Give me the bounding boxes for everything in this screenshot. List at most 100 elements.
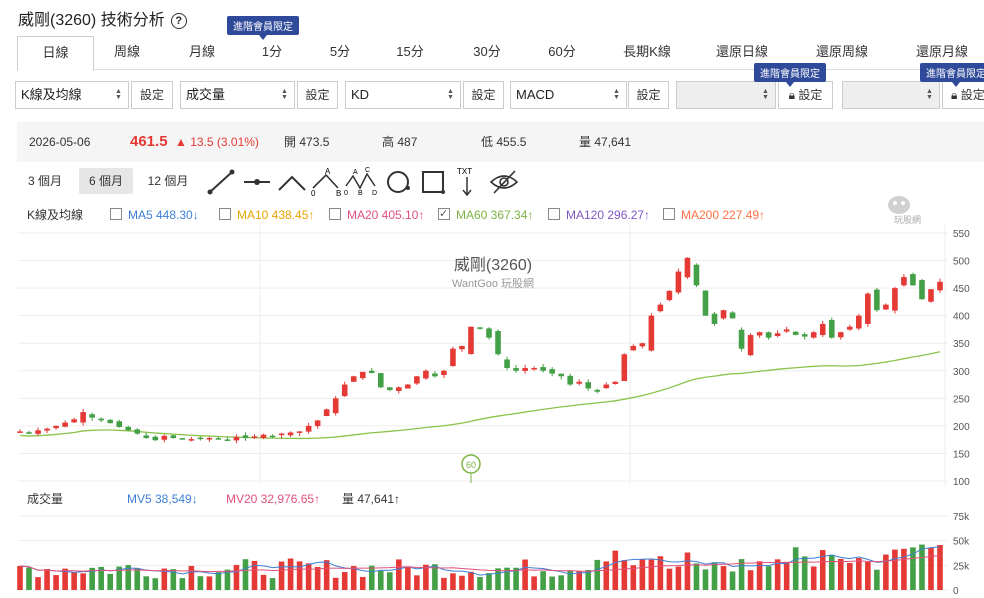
hide-drawings-icon[interactable] <box>488 166 520 198</box>
kd-select[interactable]: KD ▲ ▼ <box>345 81 461 109</box>
tab-long-term[interactable]: 長期K線 <box>623 44 671 59</box>
volume-bar <box>837 558 844 590</box>
candle-body <box>594 389 601 392</box>
volume-bar <box>540 571 546 590</box>
checkbox-icon <box>219 208 231 220</box>
range-6m[interactable]: 6 個月 <box>79 168 133 194</box>
volume-bar <box>332 577 339 590</box>
candle-body <box>287 432 294 436</box>
volume-bar <box>720 566 727 590</box>
high-label: 高 <box>382 135 395 149</box>
candle-body <box>468 326 474 355</box>
volume-tick-label: 50k <box>953 537 970 548</box>
select-value: 成交量 <box>186 87 226 102</box>
volume-bar <box>405 566 411 590</box>
abcd-wave-tool-icon[interactable]: A C 0 B D <box>343 166 379 198</box>
abc-wave-tool-icon[interactable]: A0 B <box>310 166 346 198</box>
volume-bar <box>756 561 763 590</box>
ma10-toggle[interactable]: MA10 438.45↑ <box>219 207 314 223</box>
tab-weekly[interactable]: 周線 <box>113 44 140 59</box>
candle-body <box>585 382 592 389</box>
horizontal-line-tool-icon[interactable] <box>241 166 273 198</box>
ma60-polyline <box>19 351 941 440</box>
volume-bar <box>44 569 50 590</box>
page-title: 威剛(3260) 技術分析? <box>18 6 187 30</box>
select-arrows-icon: ▲ ▼ <box>762 88 769 101</box>
lock-icon: 🔒︎ <box>951 88 958 102</box>
range-12m[interactable]: 12 個月 <box>147 174 189 188</box>
ma60-toggle[interactable]: MA60 367.34↑ <box>438 206 533 223</box>
candle-body <box>441 370 447 375</box>
volume-bar <box>504 567 510 590</box>
candle-body <box>729 312 736 319</box>
settings-button-1[interactable]: 設定 <box>131 81 173 109</box>
settings-button-4[interactable]: 設定 <box>628 81 669 109</box>
tab-15min[interactable]: 15分 <box>396 44 424 59</box>
volume-bar <box>179 578 186 590</box>
checkbox-icon <box>329 208 341 220</box>
candle-body <box>116 421 123 427</box>
premium-select-2[interactable]: ▲ ▼ <box>842 81 940 109</box>
volume-bar <box>928 547 934 590</box>
tab-5min[interactable]: 5分 <box>329 44 351 59</box>
volume-bar <box>170 569 177 590</box>
line-tool-icon[interactable] <box>206 166 238 198</box>
candle-body <box>639 343 646 347</box>
candle-body <box>648 315 655 351</box>
candle-body <box>856 315 862 329</box>
ma20-toggle[interactable]: MA20 405.10↑ <box>329 207 424 223</box>
ma120-toggle[interactable]: MA120 296.27↑ <box>548 207 650 223</box>
volume-select[interactable]: 成交量 ▲ ▼ <box>180 81 295 109</box>
ma5-toggle[interactable]: MA5 448.30↓ <box>110 207 199 223</box>
volume-chart[interactable]: 75k 50k 25k 0 <box>0 508 984 598</box>
mv5-label: MV5 38,549↓ <box>127 492 198 506</box>
text-tool-icon[interactable]: TXT <box>454 166 482 198</box>
tab-adjusted-daily[interactable]: 還原日線 <box>715 44 768 59</box>
tab-30min[interactable]: 30分 <box>473 44 501 59</box>
price-tick-label: 250 <box>953 394 970 405</box>
volume-bar <box>883 554 889 590</box>
candle-body <box>684 257 691 278</box>
volume-bar <box>702 569 709 590</box>
select-arrows-icon: ▲ ▼ <box>926 88 933 101</box>
premium-badge: 進階會員限定 <box>227 16 299 40</box>
select-arrows-icon: ▲ ▼ <box>115 88 122 101</box>
volume-bar <box>323 560 330 590</box>
ma60-marker-icon[interactable]: 60 <box>461 454 481 483</box>
circle-tool-icon[interactable] <box>382 166 414 198</box>
volume-bar <box>549 576 555 590</box>
volume-bar <box>468 571 474 590</box>
main-indicator-select[interactable]: K線及均線 ▲ ▼ <box>15 81 129 109</box>
help-icon[interactable]: ? <box>170 13 187 29</box>
candle-body <box>928 289 934 302</box>
candle-body <box>278 433 285 436</box>
tab-60min[interactable]: 60分 <box>548 44 576 59</box>
tab-monthly[interactable]: 月線 <box>188 44 215 59</box>
settings-button-2[interactable]: 設定 <box>297 81 338 109</box>
premium-select-1[interactable]: ▲ ▼ <box>676 81 776 109</box>
range-3m[interactable]: 3 個月 <box>27 174 62 188</box>
settings-button-3[interactable]: 設定 <box>463 81 504 109</box>
volume-bar <box>53 575 59 590</box>
ma200-toggle[interactable]: MA200 227.49↑ <box>663 207 765 223</box>
rectangle-tool-icon[interactable] <box>418 166 450 198</box>
tab-adjusted-weekly[interactable]: 還原周線 <box>815 44 868 59</box>
candle-body <box>215 438 222 440</box>
macd-select[interactable]: MACD ▲ ▼ <box>510 81 627 109</box>
volume-bar <box>224 569 231 590</box>
volume-bar <box>423 564 429 590</box>
tab-adjusted-monthly[interactable]: 還原月線 <box>915 44 968 59</box>
open-number: 473.5 <box>299 135 330 149</box>
candle-body <box>756 332 763 336</box>
premium-settings-button-2[interactable]: 🔒︎ 設定 <box>942 81 984 109</box>
tab-daily[interactable]: 日線 <box>17 36 94 71</box>
tab-1min[interactable]: 1分 <box>261 44 283 59</box>
price-chart[interactable]: 威剛(3260) WantGoo 玩股網 550 500 450 400 350 300 2… <box>0 225 984 487</box>
candle-body <box>774 333 781 337</box>
candlesticks <box>17 257 943 444</box>
candle-body <box>332 398 339 414</box>
wave-label-c: C <box>365 167 370 174</box>
angle-line-tool-icon[interactable] <box>276 166 308 198</box>
quote-date: 2026-05-06 <box>29 135 91 149</box>
checkbox-icon <box>548 208 560 220</box>
